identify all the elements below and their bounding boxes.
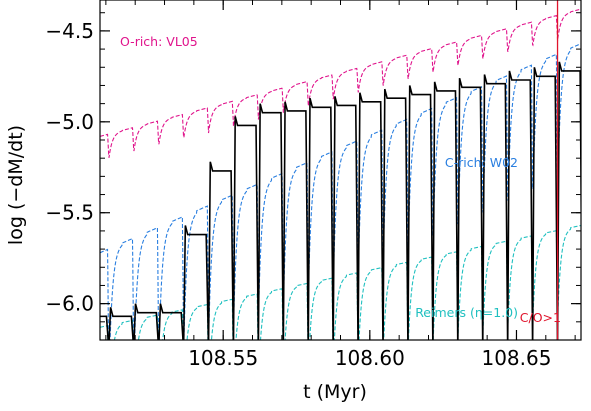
annotation-label: O-rich: VL05 bbox=[120, 34, 198, 49]
y-tick-label: −5.5 bbox=[45, 201, 94, 225]
annotation-label: C-rich: W02 bbox=[445, 155, 518, 170]
annotation-label: C/O>1 bbox=[520, 310, 561, 325]
x-tick-label: 108.60 bbox=[335, 346, 405, 370]
x-tick-label: 108.55 bbox=[188, 346, 258, 370]
annotation-label: Reimers (η=1.0) bbox=[415, 305, 518, 320]
y-tick-label: −6.0 bbox=[45, 292, 94, 316]
x-tick-label: 108.65 bbox=[481, 346, 551, 370]
y-tick-label: −4.5 bbox=[45, 19, 94, 43]
series-line-adopted bbox=[100, 61, 581, 340]
y-axis-label: log (−dM/dt) bbox=[5, 125, 27, 245]
series-line-1 bbox=[100, 43, 581, 340]
y-tick-label: −5.0 bbox=[45, 110, 94, 134]
series-line-2 bbox=[100, 224, 581, 340]
x-axis-label: t (Myr) bbox=[303, 381, 367, 403]
series-line-0 bbox=[100, 8, 581, 158]
